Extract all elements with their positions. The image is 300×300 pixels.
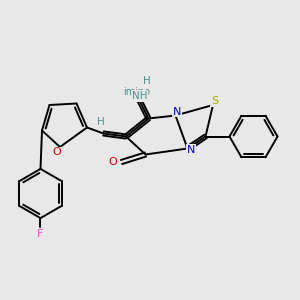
Text: NH: NH xyxy=(132,91,147,101)
Text: H: H xyxy=(143,76,151,86)
Text: F: F xyxy=(37,229,44,239)
Text: H: H xyxy=(97,117,104,127)
Text: imino: imino xyxy=(123,86,150,97)
Text: N: N xyxy=(173,107,181,117)
Text: N: N xyxy=(187,145,195,155)
Text: O: O xyxy=(52,147,62,158)
Text: O: O xyxy=(109,157,118,167)
Text: S: S xyxy=(211,96,218,106)
